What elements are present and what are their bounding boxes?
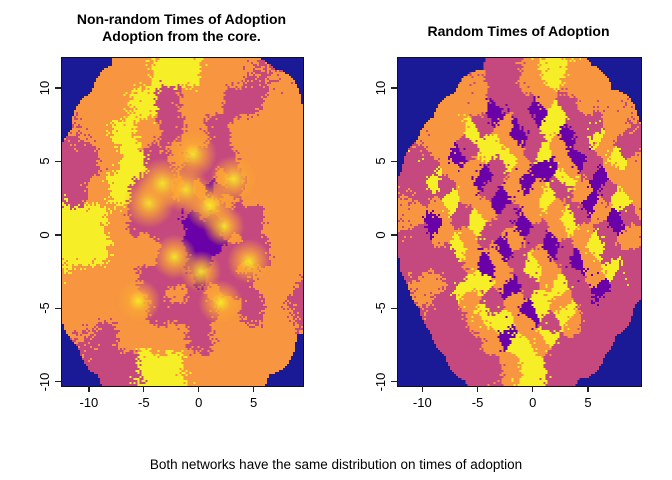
left-panel-title-line1: Non-random Times of Adoption <box>76 11 287 27</box>
left-glow-overlay-canvas <box>62 58 303 386</box>
y-axis-tick <box>391 380 397 383</box>
y-tick-label: -10 <box>373 372 388 391</box>
y-tick-label: -5 <box>37 302 52 314</box>
x-axis-tick <box>88 386 90 392</box>
x-axis-tick <box>476 386 479 392</box>
figure-caption: Both networks have the same distribution… <box>149 457 523 472</box>
right-panel-title: Random Times of Adoption <box>397 23 640 40</box>
y-axis-tick <box>391 307 397 309</box>
heatmap-left-nonrandom: -10 -5 0 5 10 5 0 -5 -10 <box>37 57 304 410</box>
y-tick-label: 5 <box>373 157 388 166</box>
y-tick-label: 10 <box>37 80 52 96</box>
y-tick-label: 0 <box>373 231 388 239</box>
y-axis-tick <box>391 234 397 236</box>
right-glow-overlay-canvas <box>398 58 641 386</box>
y-axis-tick <box>55 380 61 383</box>
left-panel-title-line2: Adoption from the core. <box>102 28 261 44</box>
right-panel-title-line1: Random Times of Adoption <box>427 23 610 39</box>
y-tick-label: 0 <box>37 231 52 239</box>
x-tick-label: 0 <box>529 395 537 410</box>
x-axis-tick <box>587 386 589 392</box>
y-tick-label: -10 <box>37 372 52 391</box>
x-tick-label: 5 <box>249 395 258 410</box>
left-panel-title: Non-random Times of Adoption Adoption fr… <box>61 11 302 45</box>
x-axis-tick <box>252 386 255 392</box>
y-axis-tick <box>391 87 397 89</box>
y-tick-label: 5 <box>37 157 52 166</box>
y-axis-tick <box>55 160 61 163</box>
x-tick-label: -10 <box>79 395 99 410</box>
heatmap-right-random: -10 -5 0 5 10 5 0 -5 -10 <box>373 57 642 410</box>
y-tick-label: -5 <box>373 302 388 314</box>
x-tick-label: -5 <box>471 395 484 410</box>
x-tick-label: 5 <box>584 395 592 410</box>
y-axis-tick <box>391 160 397 163</box>
x-axis-tick <box>532 386 534 392</box>
x-axis-tick <box>143 386 145 392</box>
y-axis-tick <box>55 307 61 309</box>
y-axis-tick <box>55 87 61 89</box>
x-tick-label: 0 <box>195 395 203 410</box>
y-axis-tick <box>55 234 61 236</box>
y-tick-label: 10 <box>373 80 388 96</box>
x-tick-label: -5 <box>138 395 150 410</box>
x-tick-label: -10 <box>412 395 432 410</box>
x-axis-tick <box>197 386 200 392</box>
x-axis-tick <box>421 386 423 392</box>
